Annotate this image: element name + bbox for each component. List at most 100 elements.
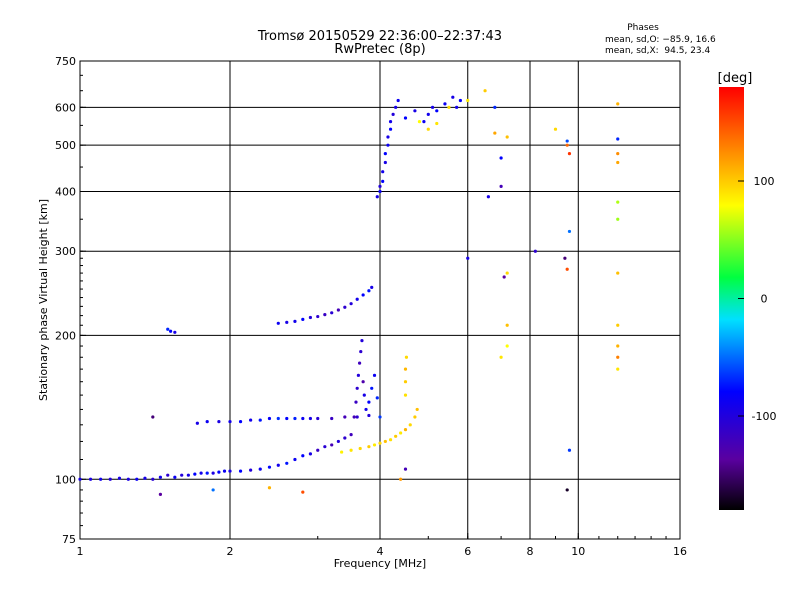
data-point	[258, 467, 262, 471]
data-point	[186, 473, 190, 477]
data-point	[323, 313, 327, 317]
y-tick-label: 300	[55, 245, 76, 258]
data-point	[367, 445, 371, 449]
data-point	[372, 443, 377, 447]
data-point	[205, 420, 209, 424]
data-point	[616, 137, 620, 141]
y-axis-label: Stationary phase Virtual Height [km]	[37, 199, 50, 401]
colorbar-tick-label: 0	[761, 293, 768, 306]
data-point	[151, 415, 155, 419]
data-point	[99, 477, 103, 481]
data-point	[308, 452, 313, 456]
stats-line-o: mean, sd,O: −85.9, 16.6	[605, 35, 716, 45]
data-point	[367, 413, 371, 418]
data-point	[394, 434, 398, 438]
data-point	[88, 477, 93, 481]
data-point	[616, 102, 620, 106]
data-point	[415, 407, 419, 412]
data-point	[173, 330, 177, 334]
data-points	[78, 89, 620, 496]
data-point	[285, 461, 289, 465]
x-tick-label: 16	[673, 545, 687, 558]
data-point	[533, 249, 537, 253]
data-point	[217, 470, 221, 474]
data-point	[357, 361, 362, 365]
data-point	[435, 121, 439, 126]
data-point	[403, 380, 408, 384]
data-point	[372, 373, 377, 377]
x-tick-label: 4	[377, 545, 384, 558]
data-point	[399, 477, 403, 481]
data-point	[386, 135, 390, 139]
data-point	[349, 433, 353, 437]
data-point	[367, 400, 371, 404]
data-point	[193, 472, 197, 476]
data-point	[228, 469, 232, 473]
data-point	[466, 98, 470, 103]
data-point	[166, 473, 170, 477]
data-point	[211, 471, 215, 475]
data-point	[359, 349, 363, 354]
data-point	[616, 217, 620, 221]
data-point	[158, 492, 163, 496]
data-point	[361, 293, 365, 297]
data-point	[370, 285, 374, 290]
data-point	[356, 373, 360, 377]
data-point	[505, 323, 509, 327]
data-point	[413, 109, 417, 113]
data-point	[435, 109, 439, 113]
data-point	[499, 184, 503, 188]
y-tick-label: 750	[55, 55, 76, 68]
data-point	[378, 184, 382, 188]
data-point	[394, 105, 398, 109]
colorbar-ticks: 100 0 -100	[738, 175, 776, 423]
data-point	[323, 445, 327, 449]
x-tick-label: 10	[571, 545, 585, 558]
data-point	[78, 477, 82, 481]
x-tick-label: 2	[227, 545, 234, 558]
data-point	[616, 355, 620, 359]
data-point	[567, 448, 572, 452]
data-point	[158, 475, 163, 479]
colorbar-tick-label: -100	[752, 410, 777, 423]
data-point	[458, 98, 463, 103]
y-tick-label: 75	[62, 533, 76, 546]
data-point	[451, 95, 455, 99]
data-point	[426, 112, 430, 116]
y-axis-ticks: 75 100 200 300 400 500 600 750	[55, 55, 86, 546]
data-point	[316, 416, 320, 421]
data-point	[370, 386, 374, 390]
data-point	[355, 386, 359, 390]
x-tick-label: 1	[77, 545, 84, 558]
data-point	[502, 275, 506, 279]
data-point	[505, 271, 509, 275]
data-point	[381, 170, 385, 174]
data-point	[466, 256, 470, 260]
data-point	[391, 112, 395, 116]
data-point	[362, 393, 366, 397]
data-point	[499, 156, 503, 160]
y-tick-label: 100	[55, 473, 76, 486]
data-point	[565, 143, 569, 147]
data-point	[135, 477, 139, 481]
data-point	[422, 120, 426, 124]
data-point	[276, 321, 280, 325]
data-point	[355, 297, 359, 301]
data-point	[426, 127, 430, 131]
data-point	[375, 195, 379, 199]
data-point	[205, 471, 209, 475]
data-point	[169, 329, 173, 333]
data-point	[143, 476, 147, 480]
data-point	[343, 415, 347, 419]
data-point	[316, 448, 320, 452]
data-point	[616, 323, 620, 327]
data-point	[616, 200, 620, 204]
data-point	[367, 289, 371, 293]
data-point	[616, 271, 620, 275]
data-point	[364, 407, 368, 412]
data-point	[383, 439, 387, 444]
data-point	[386, 143, 390, 147]
data-point	[565, 139, 569, 143]
data-point	[330, 443, 334, 447]
chart-title: Tromsø 20150529 22:36:00–22:37:43	[257, 29, 502, 44]
